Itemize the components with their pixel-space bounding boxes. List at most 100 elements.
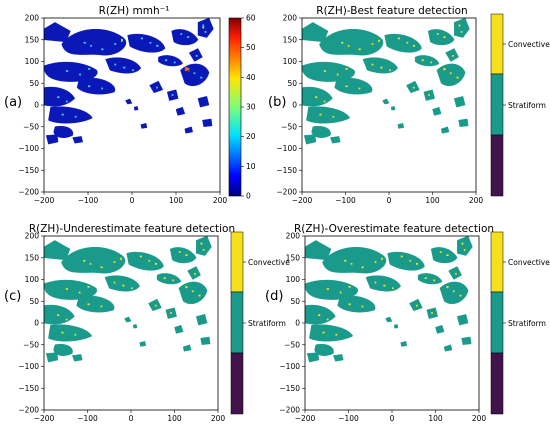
colorbar-label-convective: Convective <box>508 258 550 267</box>
colorbar-stratiform-swatch <box>490 291 504 354</box>
panel-d-ytick-label: 0 <box>295 319 300 328</box>
colorbar-stratiform-swatch <box>230 291 244 354</box>
panel-d-ytick-label: −50 <box>284 340 300 349</box>
colorbar-other-swatch <box>230 352 244 415</box>
panel-b-plot-area <box>301 17 477 193</box>
panel-a-xtick-label: −200 <box>34 196 55 205</box>
panel-b-title: R(ZH)-Best feature detection <box>316 5 467 17</box>
panel-d-plot-area <box>304 235 480 411</box>
panel-c-xtick-label: −200 <box>34 414 55 423</box>
panel-c-ytick-label: −200 <box>18 406 39 415</box>
panel-c-axes: −200 −100 0 100 200 −200 −150 −100 −50 0 50 100 150 2… <box>18 232 225 424</box>
colorbar-label-convective: Convective <box>248 258 290 267</box>
panel-a-colorbar: 0 10 20 30 40 50 60 <box>228 14 256 201</box>
panel-c-ytick-label: −50 <box>23 340 39 349</box>
panel-b-ytick-label: 100 <box>283 57 298 66</box>
colorbar-label-stratiform: Stratiform <box>508 319 546 328</box>
panel-a-ytick-label: −50 <box>23 122 39 131</box>
colorbar-tick-label: 20 <box>246 132 256 141</box>
panel-d-title: R(ZH)-Overestimate feature detection <box>294 223 494 235</box>
colorbar-other-swatch <box>490 134 504 197</box>
panel-d-xtick-label: −200 <box>295 414 316 423</box>
panel-d-xtick-label: 0 <box>390 414 395 423</box>
panel-b: (b) R(ZH)-Best feature detection −200 −10… <box>268 5 550 205</box>
colorbar-tick-label: 10 <box>246 162 256 171</box>
panel-d-ytick-label: −150 <box>279 384 300 393</box>
panel-b-xtick-label: 100 <box>425 196 440 205</box>
panel-a-plot-area <box>43 17 221 193</box>
panel-d-ytick-label: −100 <box>279 362 300 371</box>
panel-a-peak-cells <box>121 26 205 72</box>
panel-d-label: (d) <box>265 289 283 304</box>
colorbar-other-swatch <box>490 352 504 415</box>
panel-d-xtick-label: 100 <box>428 414 443 423</box>
panel-a-ytick-label: 50 <box>29 79 39 88</box>
panel-c-xtick-label: −100 <box>77 414 98 423</box>
panel-a-xtick-label: 200 <box>213 196 228 205</box>
colorbar-tick-label: 30 <box>246 103 256 112</box>
panel-b-ytick-label: −200 <box>276 188 297 197</box>
colorbar-label-convective: Convective <box>508 40 550 49</box>
panel-a: (a) R(ZH) mmh⁻¹ −200 −100 0 100 200−200−150−… <box>4 5 256 205</box>
panel-a-title: R(ZH) mmh⁻¹ <box>99 5 170 17</box>
panel-b-ytick-label: 0 <box>292 101 297 110</box>
panel-b-ytick-label: −150 <box>276 166 297 175</box>
panel-b-ytick-label: 200 <box>283 14 298 23</box>
panel-a-ytick-label: 200 <box>25 14 40 23</box>
panel-a-ytick-label: 100 <box>25 57 40 66</box>
colorbar-convective-swatch <box>490 13 504 75</box>
colorbar-tick-label: 60 <box>246 14 256 23</box>
panel-c-title: R(ZH)-Underestimate feature detection <box>29 223 235 235</box>
panel-c-xtick-label: 200 <box>211 414 226 423</box>
panel-b-ytick-label: 150 <box>283 35 298 44</box>
panel-c-plot-area <box>43 235 219 411</box>
panel-b-xtick-label: 200 <box>469 196 484 205</box>
colorbar-convective-swatch <box>230 231 244 293</box>
panel-d-ytick-label: 100 <box>286 275 301 284</box>
colorbar-label-stratiform: Stratiform <box>248 319 286 328</box>
panel-d-colorbar: Convective Stratiform <box>490 231 550 415</box>
panel-d-ytick-label: −200 <box>279 406 300 415</box>
panel-a-ytick-label: 0 <box>34 101 39 110</box>
colorbar-tick-label: 40 <box>246 73 256 82</box>
colorbar-tick-label: 0 <box>246 192 251 201</box>
panel-d-ytick-label: 50 <box>290 297 300 306</box>
colorbar-tick-label: 50 <box>246 43 256 52</box>
panel-d: (d) R(ZH)-Overestimate feature detection… <box>265 223 550 423</box>
panel-b-colorbar: Convective Stratiform <box>490 13 550 197</box>
panel-d-ytick-label: 150 <box>286 253 301 262</box>
panel-c-ytick-label: 50 <box>29 297 39 306</box>
panel-c-ytick-label: −100 <box>18 362 39 371</box>
panel-d-xtick-label: 200 <box>472 414 487 423</box>
panel-a-ytick-label: −100 <box>18 144 39 153</box>
panel-b-ytick-label: −100 <box>276 144 297 153</box>
panel-a-xtick-label: 0 <box>130 196 135 205</box>
panel-c-ytick-label: 0 <box>34 319 39 328</box>
colorbar-stratiform-swatch <box>490 73 504 136</box>
panel-b-xtick-label: −200 <box>292 196 313 205</box>
panel-d-xtick-label: −100 <box>338 414 359 423</box>
panel-c-ytick-label: −150 <box>18 384 39 393</box>
panel-d-ytick-label: 200 <box>286 232 301 241</box>
panel-c-ytick-label: 200 <box>25 232 40 241</box>
panel-a-xtick-label: 100 <box>169 196 184 205</box>
colorbar-convective-swatch <box>490 231 504 293</box>
panel-b-axes: −200 −100 0 100 200 −200 −150 −100 −50 0 50 100 150 2… <box>276 14 483 206</box>
panel-b-xtick-label: −100 <box>335 196 356 205</box>
panel-b-ytick-label: 50 <box>287 79 297 88</box>
panel-a-ytick-label: −150 <box>18 166 39 175</box>
panel-b-ytick-label: −50 <box>281 122 297 131</box>
panel-a-ytick-label: −200 <box>18 188 39 197</box>
panel-c-ytick-label: 100 <box>25 275 40 284</box>
panel-a-ytick-label: 150 <box>25 35 40 44</box>
panel-c: (c) R(ZH)-Underestimate feature detectio… <box>4 223 290 423</box>
panel-b-label: (b) <box>268 95 286 110</box>
colorbar-label-stratiform: Stratiform <box>508 101 546 110</box>
panel-c-xtick-label: 100 <box>167 414 182 423</box>
panel-a-axes: −200 −100 0 100 200 −200 −150 −100 −50 0 50 100 150 2… <box>18 14 227 206</box>
panel-c-colorbar: Convective Stratiform <box>230 231 290 415</box>
panel-a-xtick-label: −100 <box>78 196 99 205</box>
panel-c-xtick-label: 0 <box>129 414 134 423</box>
panel-c-ytick-label: 150 <box>25 253 40 262</box>
panel-d-axes: −200 −100 0 100 200 −200 −150 −100 −50 0 50 100 150 2… <box>279 232 486 424</box>
